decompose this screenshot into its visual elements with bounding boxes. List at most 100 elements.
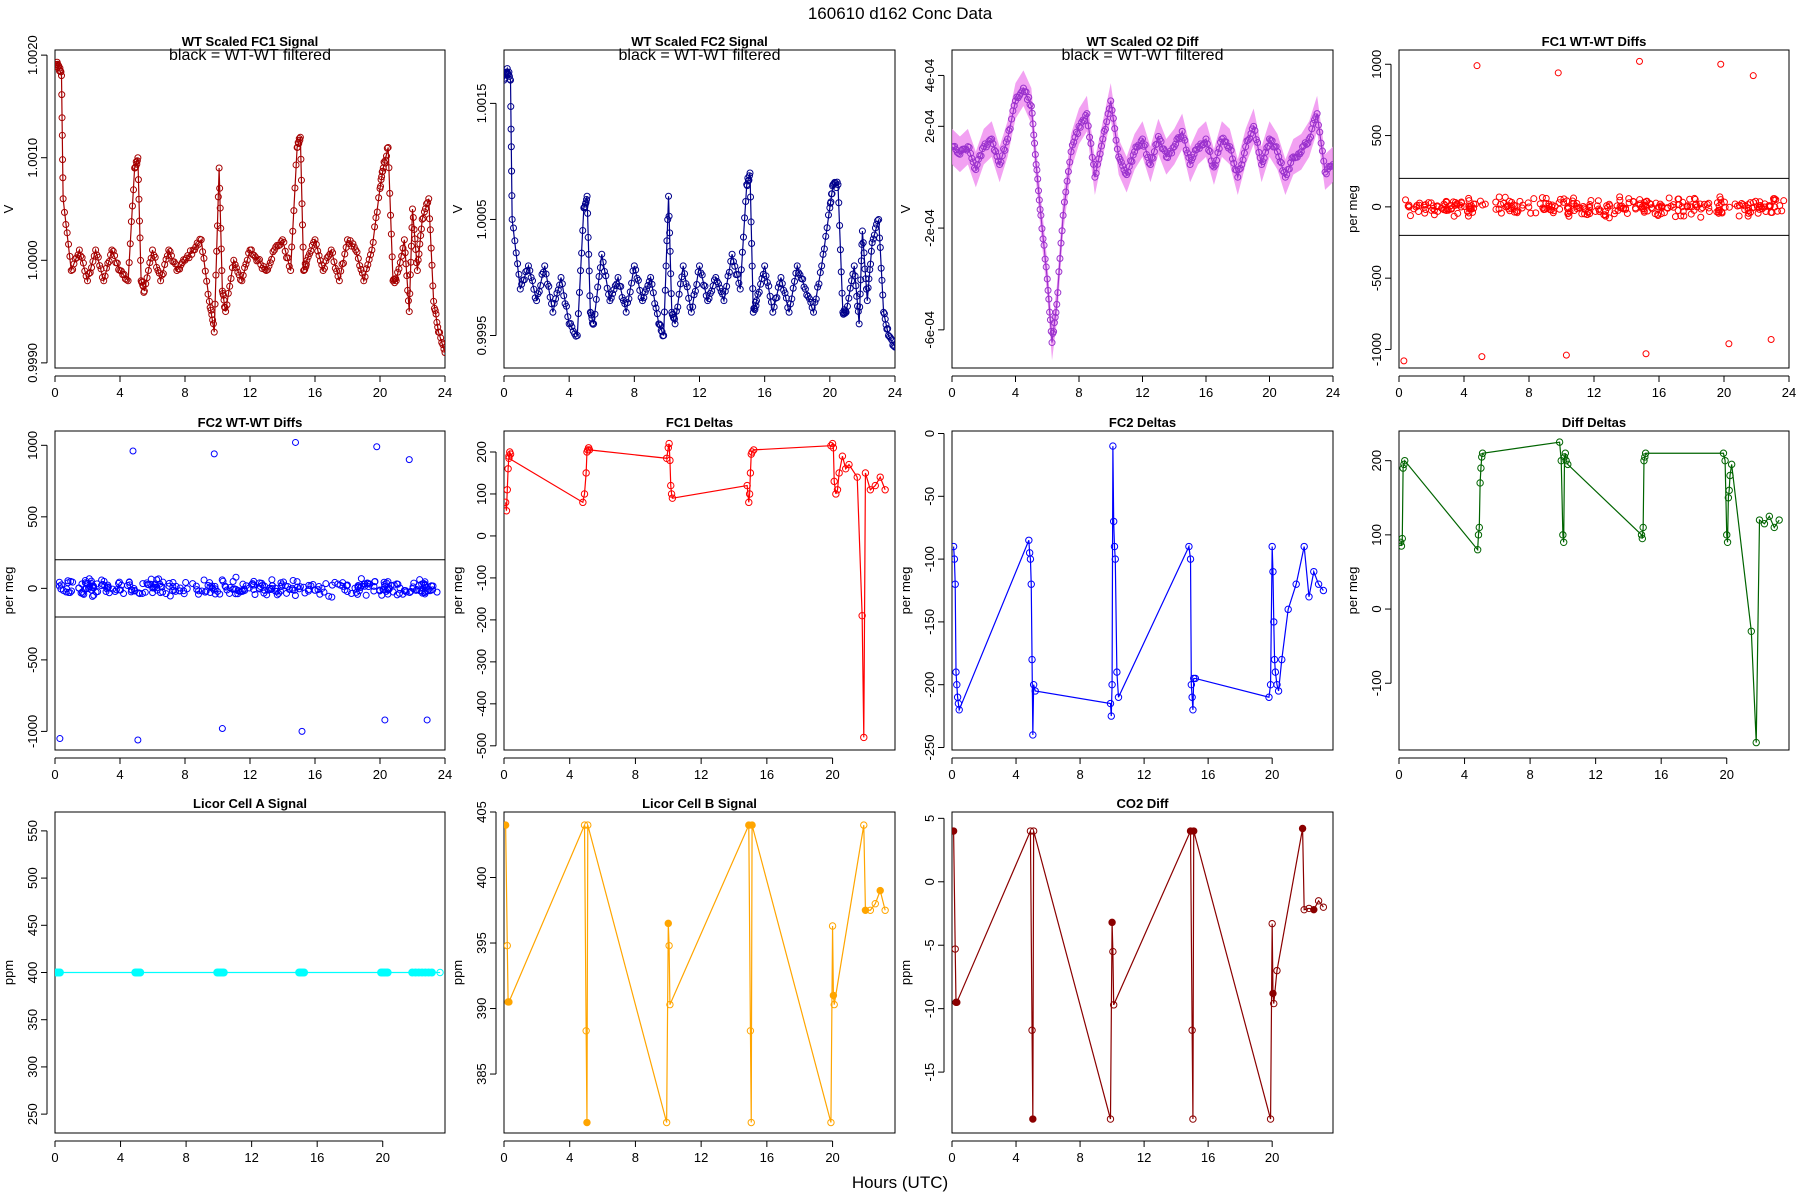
- data-point: [373, 443, 381, 451]
- data-point: [347, 590, 355, 598]
- y-tick-label: -15: [922, 1063, 937, 1082]
- data-point: [1606, 202, 1614, 210]
- data-point: [136, 234, 144, 242]
- plot-frame: [951, 430, 1334, 751]
- data-point: [1770, 523, 1778, 532]
- data-point: [582, 199, 590, 207]
- data-point: [1401, 456, 1409, 465]
- data-point: [681, 270, 689, 278]
- data-point: [1284, 605, 1292, 614]
- data-point: [799, 275, 807, 283]
- data-point: [880, 310, 888, 318]
- data-point: [747, 218, 755, 226]
- y-tick-label: 4e-04: [922, 59, 937, 92]
- y-axis-label: per meg: [1, 567, 16, 615]
- data-point: [579, 227, 587, 235]
- data-point: [778, 280, 786, 288]
- data-point: [1642, 201, 1650, 209]
- data-point: [972, 166, 980, 174]
- chart-fc1-deltas: FC1 Deltas per meg 0 4 8 12 16 20 -500 -400 -300 -2…: [450, 415, 896, 782]
- data-point: [425, 195, 433, 203]
- data-point: [614, 273, 622, 281]
- data-point: [395, 265, 403, 273]
- data-point: [1630, 198, 1638, 206]
- data-point: [115, 578, 123, 586]
- data-point: [1108, 106, 1116, 114]
- data-point: [1239, 156, 1247, 164]
- data-point: [1127, 157, 1135, 165]
- y-tick-label: -500: [1369, 265, 1384, 291]
- y-tick-label: -1000: [25, 715, 40, 748]
- data-point: [1675, 201, 1683, 209]
- data-point: [124, 277, 132, 285]
- data-point: [867, 247, 875, 255]
- data-point: [1556, 195, 1564, 203]
- data-point: [1262, 148, 1270, 156]
- data-point: [120, 270, 128, 278]
- data-point: [1618, 202, 1626, 210]
- data-point: [884, 325, 892, 333]
- data-point: [176, 584, 184, 592]
- data-point: [125, 578, 133, 586]
- data-point: [823, 224, 831, 232]
- chart-diff-deltas: Diff Deltas per meg 0 4 8 12 16 20 -100 0 100 200: [1345, 415, 1790, 782]
- data-point: [242, 260, 250, 268]
- data-point: [100, 577, 108, 585]
- y-tick-label: 500: [25, 506, 40, 528]
- data-point: [1594, 197, 1602, 205]
- data-point: [541, 262, 549, 270]
- data-point: [1495, 205, 1503, 213]
- data-point: [1405, 201, 1413, 209]
- data-point: [65, 240, 73, 248]
- data-point: [1039, 235, 1047, 243]
- data-point: [207, 306, 215, 314]
- data-point: [1581, 206, 1589, 214]
- data-point: [420, 208, 428, 216]
- data-point: [505, 72, 513, 80]
- data-point: [507, 125, 515, 133]
- data-point: [380, 158, 388, 166]
- data-point: [1010, 102, 1018, 110]
- data-point: [830, 1000, 838, 1009]
- data-point: [861, 265, 869, 273]
- data-point: [1035, 187, 1043, 195]
- data-point: [567, 320, 575, 328]
- data-point: [745, 498, 753, 507]
- data-point: [219, 968, 228, 977]
- y-tick-label: 500: [1369, 125, 1384, 147]
- y-tick-label: -2e-04: [922, 209, 937, 247]
- data-point: [955, 706, 963, 714]
- chart-fc2-deltas: FC2 Deltas per meg 0 4 8 12 16 20 -250 -200 -150 -1…: [898, 415, 1334, 782]
- plot-frame: [503, 811, 896, 1134]
- data-point: [1438, 204, 1446, 212]
- data-point: [1250, 122, 1258, 130]
- data-point: [890, 342, 895, 350]
- data-point: [810, 308, 818, 316]
- data-point: [183, 585, 191, 593]
- y-tick-label: 390: [474, 998, 489, 1020]
- data-point: [1690, 194, 1698, 202]
- data-point: [788, 295, 796, 303]
- data-point: [381, 159, 389, 167]
- data-point: [866, 486, 875, 494]
- data-point: [302, 260, 310, 268]
- data-point: [357, 265, 365, 273]
- data-point: [1400, 357, 1408, 365]
- data-point: [858, 611, 866, 620]
- chart-licor-b: Licor Cell B Signal ppm 0 4 8 12 16 20 385 390 395…: [450, 796, 896, 1165]
- data-point: [1096, 150, 1104, 158]
- chart-title: CO2 Diff: [1117, 796, 1170, 811]
- data-point: [1724, 494, 1733, 502]
- data-point: [1189, 154, 1197, 162]
- x-tick-label: 20: [825, 1150, 839, 1165]
- data-point: [1027, 580, 1035, 588]
- data-point: [277, 582, 285, 590]
- data-point: [1186, 160, 1194, 168]
- data-point: [520, 276, 528, 284]
- data-point: [291, 591, 299, 599]
- data-point: [617, 283, 625, 291]
- data-point: [209, 320, 217, 328]
- data-point: [815, 280, 823, 288]
- data-point: [1070, 138, 1078, 146]
- data-point: [1410, 205, 1418, 213]
